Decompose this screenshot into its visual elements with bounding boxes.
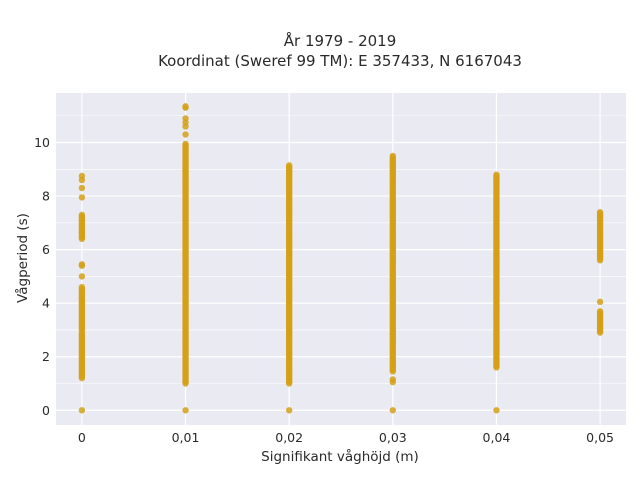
data-point: [182, 140, 189, 148]
data-point: [596, 308, 604, 315]
tick-labels: 0 2 4 6 8 10 0 0,01 0,02 0,03 0,04 0,05: [34, 135, 614, 445]
plot-area: [56, 93, 626, 425]
data-point: [78, 184, 86, 192]
data-point: [389, 407, 397, 414]
data-point: [596, 208, 604, 216]
data-point: [78, 273, 86, 280]
data-point: [493, 407, 500, 414]
data-point: [182, 103, 189, 110]
x-tick-label: 0: [78, 430, 86, 445]
data-point: [596, 298, 604, 306]
data-point: [182, 115, 189, 122]
data-point: [78, 194, 86, 201]
data-point: [182, 407, 189, 414]
x-tick-label: 0,01: [172, 430, 200, 445]
data-point: [78, 261, 86, 268]
x-tick-label: 0,03: [379, 430, 407, 445]
data-points: [78, 103, 604, 414]
data-point: [78, 172, 86, 180]
chart-title-line-2: Koordinat (Sweref 99 TM): E 357433, N 61…: [158, 52, 522, 70]
chart-title-line-1: År 1979 - 2019: [284, 31, 397, 50]
data-point: [285, 407, 293, 414]
y-axis-title: Vågperiod (s): [14, 213, 31, 303]
data-point: [78, 407, 86, 414]
data-point: [182, 131, 189, 138]
y-tick-label: 8: [42, 189, 50, 204]
y-tick-label: 6: [42, 242, 50, 257]
y-tick-label: 4: [42, 296, 50, 311]
data-point: [493, 171, 500, 178]
data-point: [78, 211, 86, 219]
data-point: [78, 283, 86, 291]
data-point: [389, 376, 397, 383]
x-tick-label: 0,05: [586, 430, 614, 445]
data-point: [285, 162, 293, 169]
x-axis-title: Signifikant våghöjd (m): [261, 448, 419, 465]
y-tick-label: 10: [34, 135, 50, 150]
x-tick-label: 0,02: [275, 430, 303, 445]
data-point: [389, 152, 397, 160]
y-tick-label: 2: [42, 349, 50, 364]
y-tick-label: 0: [42, 403, 50, 418]
x-tick-label: 0,04: [483, 430, 511, 445]
